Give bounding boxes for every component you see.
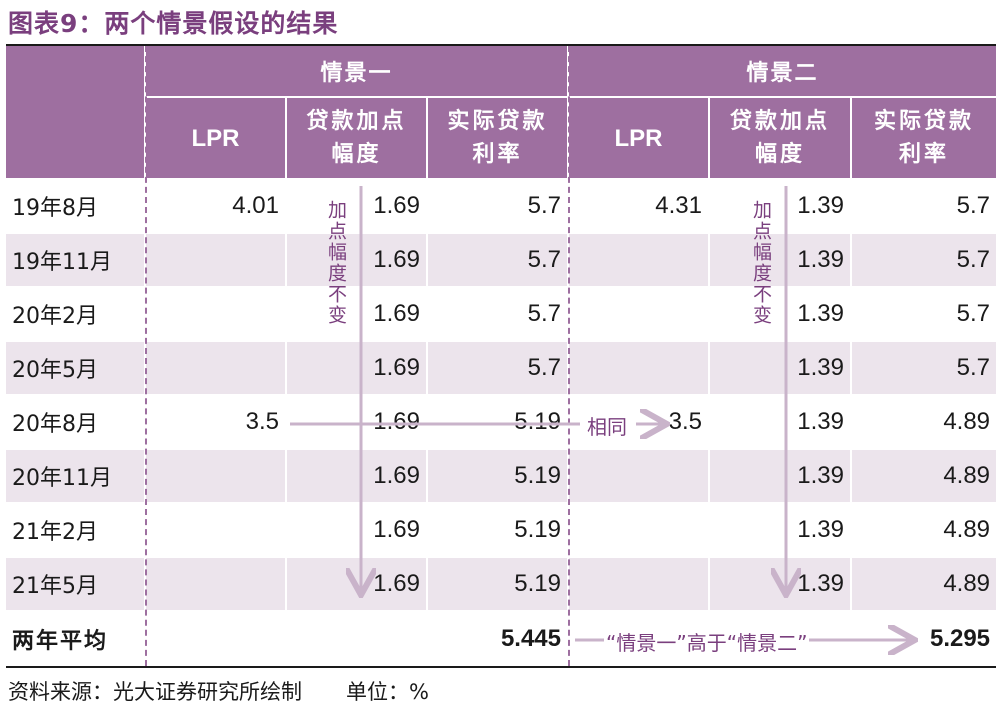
title-rule bbox=[6, 44, 996, 46]
s2-rate-header: 实际贷款 利率 bbox=[851, 97, 997, 180]
empty-cell bbox=[145, 610, 287, 668]
comparison-note: “情景一”高于“情景二” bbox=[604, 627, 810, 656]
date-cell: 20年2月 bbox=[6, 287, 146, 342]
s2-rate-cell: 5.7 bbox=[851, 341, 997, 396]
s2-lpr-cell bbox=[568, 557, 710, 612]
table-row: 20年11月 1.69 5.19 1.39 4.89 bbox=[6, 449, 997, 504]
footer: 资料来源：光大证券研究所绘制 单位：% bbox=[8, 676, 429, 706]
s1-spread-cell: 1.69 bbox=[286, 557, 428, 612]
spread-unchanged-note-s1: 加点幅度不变 bbox=[325, 200, 347, 326]
s2-lpr-cell bbox=[568, 233, 710, 288]
s1-lpr-cell: 4.01 bbox=[145, 179, 287, 234]
date-cell: 19年8月 bbox=[6, 179, 146, 234]
source-note: 资料来源：光大证券研究所绘制 bbox=[8, 680, 302, 704]
dashed-divider bbox=[568, 46, 570, 666]
unit-note: 单位：% bbox=[346, 680, 429, 704]
s1-lpr-header: LPR bbox=[145, 97, 287, 180]
s1-rate-cell: 5.19 bbox=[427, 503, 569, 558]
s1-rate-cell: 5.19 bbox=[427, 449, 569, 504]
same-note: 相同 bbox=[587, 415, 627, 439]
s2-rate-cell: 4.89 bbox=[851, 557, 997, 612]
average-label: 两年平均 bbox=[6, 610, 146, 668]
table-row: 20年2月 1.69 5.7 1.39 5.7 bbox=[6, 287, 997, 342]
date-cell: 20年5月 bbox=[6, 341, 146, 396]
s2-spread-cell: 1.39 bbox=[709, 179, 852, 234]
s1-spread-cell: 1.69 bbox=[286, 503, 428, 558]
s2-rate-cell: 5.7 bbox=[851, 233, 997, 288]
s1-rate-cell: 5.19 bbox=[427, 557, 569, 612]
table-row: 19年8月 4.01 1.69 5.7 4.31 1.39 5.7 bbox=[6, 179, 997, 234]
s1-rate-cell: 5.7 bbox=[427, 233, 569, 288]
s1-rate-cell: 5.19 bbox=[427, 394, 569, 450]
spread-unchanged-note-s2: 加点幅度不变 bbox=[750, 200, 772, 326]
date-cell: 21年2月 bbox=[6, 503, 146, 558]
s1-spread-cell: 1.69 bbox=[286, 233, 428, 288]
s1-spread-cell: 1.69 bbox=[286, 287, 428, 342]
date-cell: 20年11月 bbox=[6, 449, 146, 504]
s2-spread-header: 贷款加点 幅度 bbox=[709, 97, 852, 180]
s1-rate-cell: 5.7 bbox=[427, 179, 569, 234]
table-row: 20年8月 3.5 1.69 5.19 3.5 1.39 4.89 bbox=[6, 394, 997, 450]
s1-average-rate: 5.445 bbox=[427, 610, 569, 668]
date-cell: 20年8月 bbox=[6, 394, 146, 450]
s2-spread-cell: 1.39 bbox=[709, 341, 852, 396]
s1-spread-cell: 1.69 bbox=[286, 179, 428, 234]
s2-lpr-cell: 3.5 bbox=[568, 394, 710, 450]
s2-spread-cell: 1.39 bbox=[709, 557, 852, 612]
s1-lpr-cell bbox=[145, 557, 287, 612]
s2-lpr-cell: 4.31 bbox=[568, 179, 710, 234]
s2-average-rate: 5.295 bbox=[851, 610, 997, 668]
table-row: 21年5月 1.69 5.19 1.39 4.89 bbox=[6, 557, 997, 612]
scenario2-header: 情景二 bbox=[568, 46, 997, 98]
s1-rate-header: 实际贷款 利率 bbox=[427, 97, 569, 180]
s2-rate-cell: 4.89 bbox=[851, 394, 997, 450]
s2-lpr-cell bbox=[568, 287, 710, 342]
s1-spread-cell: 1.69 bbox=[286, 341, 428, 396]
corner-header-cell bbox=[6, 46, 146, 180]
s2-lpr-header: LPR bbox=[568, 97, 710, 180]
s1-rate-cell: 5.7 bbox=[427, 341, 569, 396]
s2-spread-cell: 1.39 bbox=[709, 287, 852, 342]
s1-spread-header: 贷款加点 幅度 bbox=[286, 97, 428, 180]
date-cell: 21年5月 bbox=[6, 557, 146, 612]
s2-spread-cell: 1.39 bbox=[709, 503, 852, 558]
s1-spread-cell: 1.69 bbox=[286, 449, 428, 504]
s2-rate-cell: 5.7 bbox=[851, 179, 997, 234]
figure-title: 图表9：两个情景假设的结果 bbox=[8, 9, 339, 38]
s2-rate-cell: 5.7 bbox=[851, 287, 997, 342]
s2-lpr-cell bbox=[568, 449, 710, 504]
s1-rate-cell: 5.7 bbox=[427, 287, 569, 342]
table-row: 20年5月 1.69 5.7 1.39 5.7 bbox=[6, 341, 997, 396]
average-row: 两年平均 5.445 5.295 bbox=[6, 610, 997, 668]
s2-spread-cell: 1.39 bbox=[709, 233, 852, 288]
s1-lpr-cell bbox=[145, 449, 287, 504]
s1-spread-cell: 1.69 bbox=[286, 394, 428, 450]
scenario1-header: 情景一 bbox=[145, 46, 569, 98]
s2-spread-cell: 1.39 bbox=[709, 394, 852, 450]
s1-lpr-cell: 3.5 bbox=[145, 394, 287, 450]
s2-lpr-cell bbox=[568, 341, 710, 396]
s1-lpr-cell bbox=[145, 233, 287, 288]
dashed-divider bbox=[145, 46, 147, 666]
s2-rate-cell: 4.89 bbox=[851, 449, 997, 504]
date-cell: 19年11月 bbox=[6, 233, 146, 288]
s2-rate-cell: 4.89 bbox=[851, 503, 997, 558]
table-row: 21年2月 1.69 5.19 1.39 4.89 bbox=[6, 503, 997, 558]
s1-lpr-cell bbox=[145, 341, 287, 396]
table-row: 19年11月 1.69 5.7 1.39 5.7 bbox=[6, 233, 997, 288]
s1-lpr-cell bbox=[145, 503, 287, 558]
empty-cell bbox=[286, 610, 428, 668]
s2-lpr-cell bbox=[568, 503, 710, 558]
s2-spread-cell: 1.39 bbox=[709, 449, 852, 504]
s1-lpr-cell bbox=[145, 287, 287, 342]
scenario-table: 情景一 情景二 LPR 贷款加点 幅度 实际贷款 利率 LPR 贷款加点 幅度 实际贷… bbox=[6, 46, 997, 668]
